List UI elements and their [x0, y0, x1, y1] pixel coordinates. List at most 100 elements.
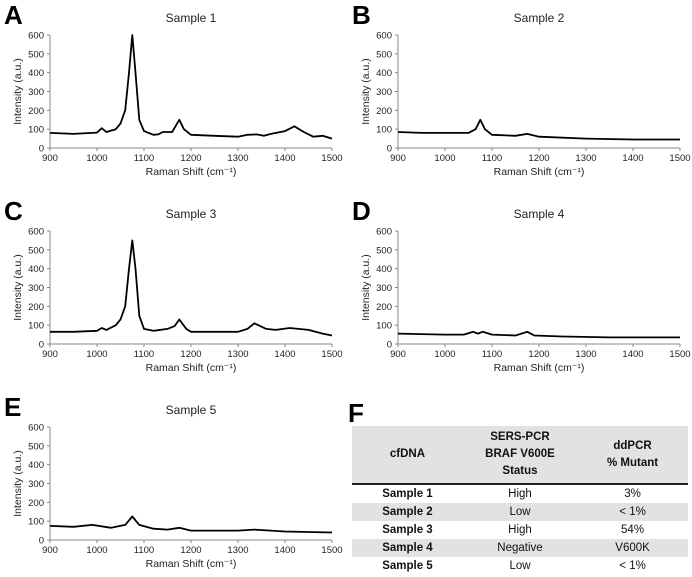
table-cell: Sample 3	[382, 524, 433, 536]
x-tick-label: 900	[42, 153, 58, 164]
x-tick-label: 900	[42, 545, 58, 556]
chart-title: Sample 1	[166, 11, 217, 25]
table-row: Sample 4 Negative V600K	[352, 539, 688, 557]
y-tick-label: 300	[28, 479, 44, 490]
table-cell: Sample 5	[382, 560, 433, 572]
x-tick-label: 1300	[227, 349, 248, 360]
x-tick-label: 900	[42, 349, 58, 360]
y-tick-label: 400	[28, 68, 44, 79]
header-text: SERS-PCR	[490, 431, 550, 443]
spectrum-line	[49, 34, 333, 140]
y-tick-label: 600	[28, 423, 44, 434]
x-tick-label: 1200	[180, 153, 201, 164]
y-tick-label: 600	[28, 227, 44, 238]
y-axis-label: Intensity (a.u.)	[360, 58, 372, 125]
x-tick-label: 1000	[86, 545, 107, 556]
x-tick-label: 1400	[274, 349, 295, 360]
y-tick-label: 300	[28, 283, 44, 294]
header-text: cfDNA	[389, 448, 425, 460]
y-axis-label: Intensity (a.u.)	[360, 254, 372, 321]
x-tick-label: 900	[390, 153, 406, 164]
x-tick-label: 1300	[227, 545, 248, 556]
panel-label: B	[352, 0, 371, 30]
y-tick-label: 0	[39, 340, 44, 351]
y-tick-label: 400	[376, 264, 392, 275]
y-tick-label: 400	[28, 460, 44, 471]
x-tick-label: 1400	[274, 545, 295, 556]
x-tick-label: 1400	[274, 153, 295, 164]
y-tick-label: 500	[376, 245, 392, 256]
y-tick-label: 600	[376, 31, 392, 42]
chart: Sample 5 0 100 200 300 400 500 600 900 1000 1100 12…	[12, 403, 343, 570]
y-tick-label: 300	[376, 283, 392, 294]
x-tick-label: 1100	[134, 153, 154, 164]
y-tick-label: 500	[28, 441, 44, 452]
header-cfdna: cfDNA	[352, 426, 463, 485]
y-tick-label: 0	[39, 536, 44, 547]
x-tick-label: 1100	[134, 349, 154, 360]
x-tick-label: 1400	[622, 153, 643, 164]
table-row: Sample 3 High 54%	[352, 521, 688, 539]
x-axis-label: Raman Shift (cm⁻¹)	[146, 362, 237, 374]
table-cell: High	[508, 488, 532, 500]
table-row: Sample 1 High 3%	[352, 484, 688, 503]
y-tick-label: 500	[28, 245, 44, 256]
table-cell: Low	[509, 560, 531, 572]
spectrum-line	[397, 330, 680, 339]
table-cell: Low	[462, 503, 578, 521]
header-text: ddPCR	[613, 439, 652, 452]
chart: Sample 3 0 100 200 300 400 500 600 900 1000 1100 12…	[12, 207, 343, 374]
results-table: cfDNA SERS-PCR BRAF V600E Status ddPCR % Mu…	[352, 426, 688, 575]
table-row: Sample 5 Low < 1%	[352, 557, 688, 575]
y-tick-label: 600	[376, 227, 392, 238]
x-tick-label: 1200	[180, 545, 201, 556]
panel-f: F cfDNA SERS-PCR BRAF V600E Status ddPCR % …	[346, 390, 692, 577]
x-tick-label: 1500	[321, 545, 342, 556]
y-tick-label: 400	[28, 264, 44, 275]
x-tick-label: 900	[390, 349, 406, 360]
x-axis-label: Raman Shift (cm⁻¹)	[494, 362, 585, 374]
x-tick-label: 1000	[434, 153, 455, 164]
y-tick-label: 100	[28, 321, 44, 332]
chart: Sample 4 0 100 200 300 400 500 600 900 1000 1100 12…	[360, 207, 691, 374]
y-tick-label: 100	[28, 517, 44, 528]
table-cell: Sample 1	[382, 488, 433, 500]
y-tick-label: 100	[376, 321, 392, 332]
spectrum-line	[50, 239, 333, 337]
y-tick-label: 100	[28, 125, 44, 136]
y-tick-label: 200	[28, 498, 44, 509]
y-tick-label: 500	[28, 49, 44, 60]
y-tick-label: 200	[28, 302, 44, 313]
panel-label: E	[4, 392, 22, 422]
y-tick-label: 0	[387, 340, 392, 351]
y-axis-label: Intensity (a.u.)	[12, 450, 24, 517]
panel-label: C	[4, 196, 23, 226]
x-tick-label: 1100	[482, 153, 502, 164]
x-tick-label: 1000	[434, 349, 455, 360]
header-text: % Mutant	[607, 456, 659, 469]
spectrum-line	[397, 118, 680, 141]
x-tick-label: 1300	[575, 153, 596, 164]
x-axis-label: Raman Shift (cm⁻¹)	[494, 166, 585, 178]
table-cell: < 1%	[619, 560, 646, 572]
y-tick-label: 100	[376, 125, 392, 136]
table-cell: < 1%	[577, 503, 688, 521]
x-tick-label: 1300	[575, 349, 596, 360]
chart: Sample 2 0 100 200 300 400 500 600 900 1000 1100 12…	[360, 11, 691, 178]
panel-a: A Sample 1 0 100 200 300 400 500 600 900 1000 1100 1…	[0, 0, 346, 192]
x-tick-label: 1000	[86, 153, 107, 164]
y-axis-label: Intensity (a.u.)	[12, 58, 24, 125]
y-tick-label: 200	[28, 106, 44, 117]
table-cell: Negative	[462, 539, 578, 557]
chart: Sample 1 0 100 200 300 400 500 600 900 1000 1100 12…	[12, 11, 343, 178]
table-cell: V600K	[577, 539, 688, 557]
x-tick-label: 1200	[180, 349, 201, 360]
chart-title: Sample 4	[514, 207, 565, 221]
x-tick-label: 1500	[321, 349, 342, 360]
x-tick-label: 1400	[622, 349, 643, 360]
table-row: Sample 2 Low < 1%	[352, 503, 688, 521]
chart-title: Sample 3	[166, 207, 217, 221]
table-cell: Sample 4	[352, 539, 463, 557]
panel-label: D	[352, 196, 371, 226]
panel-label: A	[4, 0, 23, 30]
